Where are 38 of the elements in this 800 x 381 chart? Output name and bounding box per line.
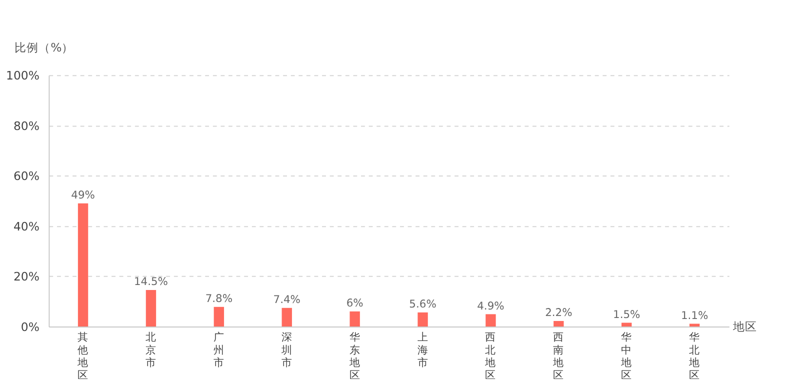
x-tick-label: 华中地区 (620, 330, 632, 381)
bar (554, 320, 564, 327)
data-label: 7.4% (273, 293, 300, 306)
data-label: 4.9% (477, 299, 504, 312)
x-axis-title: 地区 (732, 319, 757, 334)
data-label: 5.6% (409, 298, 436, 311)
y-tick-label: 80% (13, 118, 40, 133)
y-tick-label: 0% (20, 320, 40, 334)
y-tick-label: 60% (13, 169, 40, 184)
bar (282, 308, 292, 327)
data-label: 49% (71, 188, 95, 202)
data-label: 2.2% (545, 306, 572, 320)
bar (622, 322, 632, 327)
data-label: 1.1% (680, 308, 708, 322)
x-tick-label: 深圳市 (280, 330, 292, 369)
x-tick-label: 北京市 (145, 330, 156, 369)
data-label: 7.8% (205, 292, 233, 306)
y-axis-title: 比例（%） (14, 40, 74, 55)
x-tick-label: 华北地区 (688, 330, 700, 381)
bar (689, 324, 700, 327)
x-tick-label: 其他地区 (76, 330, 89, 381)
bar (486, 314, 496, 327)
data-label: 14.5% (134, 275, 168, 288)
bar (214, 306, 224, 327)
bar (78, 203, 88, 327)
y-tick-label: 20% (13, 270, 40, 284)
data-label: 6% (346, 296, 364, 310)
x-tick-label: 西北地区 (484, 330, 496, 381)
bar (418, 312, 428, 327)
x-tick-label: 华东地区 (348, 330, 360, 381)
x-tick-label: 广州市 (213, 330, 224, 369)
x-tick-label: 西南地区 (552, 330, 564, 381)
bar (350, 311, 360, 327)
y-tick-label: 100% (6, 68, 40, 82)
bar (146, 290, 156, 327)
data-label: 1.5% (613, 308, 640, 321)
x-tick-label: 上海市 (417, 330, 428, 369)
y-tick-label: 40% (13, 219, 40, 234)
